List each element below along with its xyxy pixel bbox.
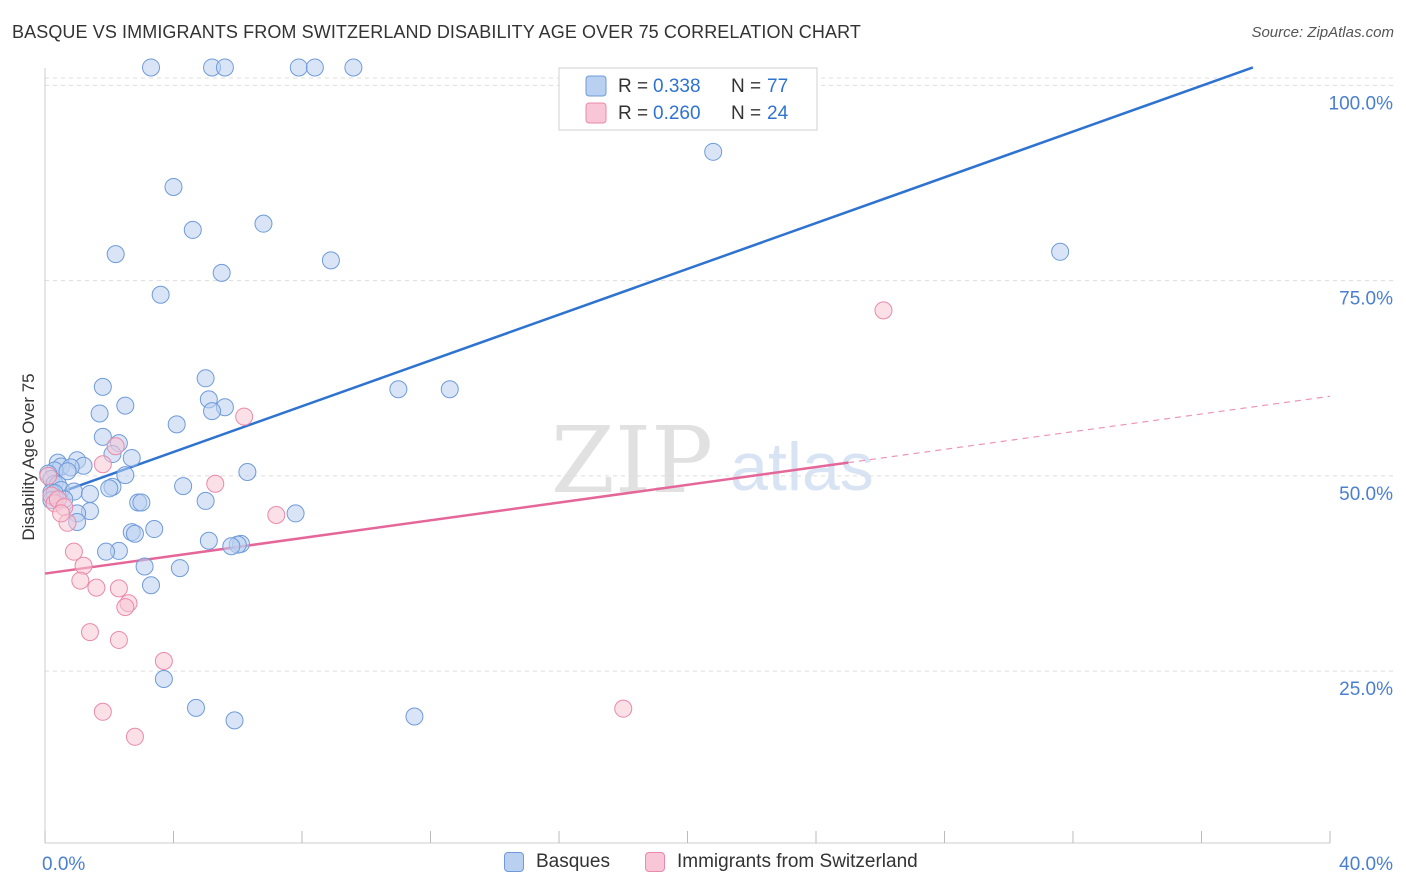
basques-point (199, 531, 218, 550)
x-tick-label: 40.0% (1339, 854, 1393, 875)
basques-point (116, 466, 135, 485)
basques-point (196, 369, 215, 388)
swiss-point (71, 571, 90, 590)
legend-label-basques: Basques (536, 851, 610, 872)
basques-point (97, 542, 116, 561)
legend-n-value-basques: 77 (767, 76, 788, 97)
series-legend: Basques Immigrants from Switzerland (0, 851, 1406, 877)
basques-point (183, 220, 202, 239)
basques-point (238, 463, 257, 482)
swiss-point (39, 466, 58, 485)
basques-point (289, 58, 308, 77)
basques-point (58, 462, 77, 481)
basques-point (93, 377, 112, 396)
basques-point (203, 402, 222, 421)
basques-point (254, 214, 273, 233)
basques-point (225, 711, 244, 730)
x-tick-label: 0.0% (42, 854, 85, 875)
swiss-point (109, 579, 128, 598)
legend-swatch-basques-bottom (504, 852, 524, 872)
watermark-zip: ZIP (551, 407, 713, 514)
stats-legend: R = 0.338 N = 77 R = 0.260 N = 24 (558, 67, 818, 131)
basques-point (1051, 242, 1070, 261)
basques-point (344, 58, 363, 77)
legend-n-value-swiss: 24 (767, 103, 789, 124)
swiss-point (267, 505, 286, 524)
basques-point (167, 415, 186, 434)
swiss-point (74, 556, 93, 575)
legend-swatch-swiss-bottom (645, 852, 665, 872)
watermark-atlas: atlas (730, 429, 874, 505)
legend-item-swiss[interactable]: Immigrants from Switzerland (645, 851, 918, 873)
basques-point (122, 448, 141, 467)
basques-point (142, 576, 161, 595)
legend-r-value-basques: 0.338 (653, 76, 701, 97)
basques-point (305, 58, 324, 77)
swiss-point (106, 437, 125, 456)
swiss-point (116, 598, 135, 617)
y-axis-label: Disability Age Over 75 (19, 373, 38, 540)
legend-item-basques[interactable]: Basques (504, 851, 610, 873)
swiss-point (93, 702, 112, 721)
source-credit: Source: ZipAtlas.com (1251, 24, 1394, 41)
basques-point (90, 404, 109, 423)
swiss-point (93, 455, 112, 474)
basques-point (222, 537, 241, 556)
basques-point (145, 520, 164, 539)
basques-point (286, 504, 305, 523)
basques-point (151, 285, 170, 304)
basques-point (93, 427, 112, 446)
basques-trend-line (44, 66, 1254, 499)
swiss-trend-extension (848, 395, 1331, 464)
legend-label-swiss: Immigrants from Switzerland (677, 851, 918, 872)
basques-point (164, 177, 183, 196)
basques-point (132, 493, 151, 512)
basques-point (135, 557, 154, 576)
chart-title: BASQUE VS IMMIGRANTS FROM SWITZERLAND DI… (12, 22, 861, 42)
y-tick-label: 50.0% (1339, 484, 1393, 505)
basques-point (196, 491, 215, 510)
legend-r-label-basques: R = (618, 76, 648, 97)
legend-swatch-swiss (585, 102, 607, 124)
basques-point (142, 58, 161, 77)
basques-point (116, 396, 135, 415)
basques-point (80, 484, 99, 503)
basques-point (125, 524, 144, 543)
swiss-trend-line (44, 461, 849, 575)
legend-n-label-basques: N = (731, 76, 761, 97)
legend-r-value-swiss: 0.260 (653, 103, 701, 124)
swiss-point (52, 504, 71, 523)
y-tick-label: 25.0% (1339, 679, 1393, 700)
legend-n-label-swiss: N = (731, 103, 761, 124)
legend-r-label-swiss: R = (618, 103, 648, 124)
basques-point (440, 380, 459, 399)
swiss-point (87, 578, 106, 597)
basques-point (154, 669, 173, 688)
basques-point (170, 559, 189, 578)
basques-point (174, 477, 193, 496)
y-tick-label: 75.0% (1339, 289, 1393, 310)
basques-point (106, 245, 125, 264)
legend-swatch-basques (585, 75, 607, 97)
basques-point (389, 380, 408, 399)
y-tick-label: 100.0% (1329, 93, 1394, 114)
swiss-point (64, 542, 83, 561)
swiss-point (109, 630, 128, 649)
swiss-point (235, 407, 254, 426)
swiss-point (614, 699, 633, 718)
swiss-point (206, 474, 225, 493)
basques-point (321, 251, 340, 270)
swiss-point (154, 652, 173, 671)
swiss-point (125, 727, 144, 746)
basques-point (212, 263, 231, 282)
basques-point (405, 707, 424, 726)
swiss-point (80, 623, 99, 642)
basques-point (704, 142, 723, 161)
basques-point (186, 698, 205, 717)
basques-point (100, 479, 119, 498)
basques-point (215, 58, 234, 77)
swiss-point (874, 301, 893, 320)
